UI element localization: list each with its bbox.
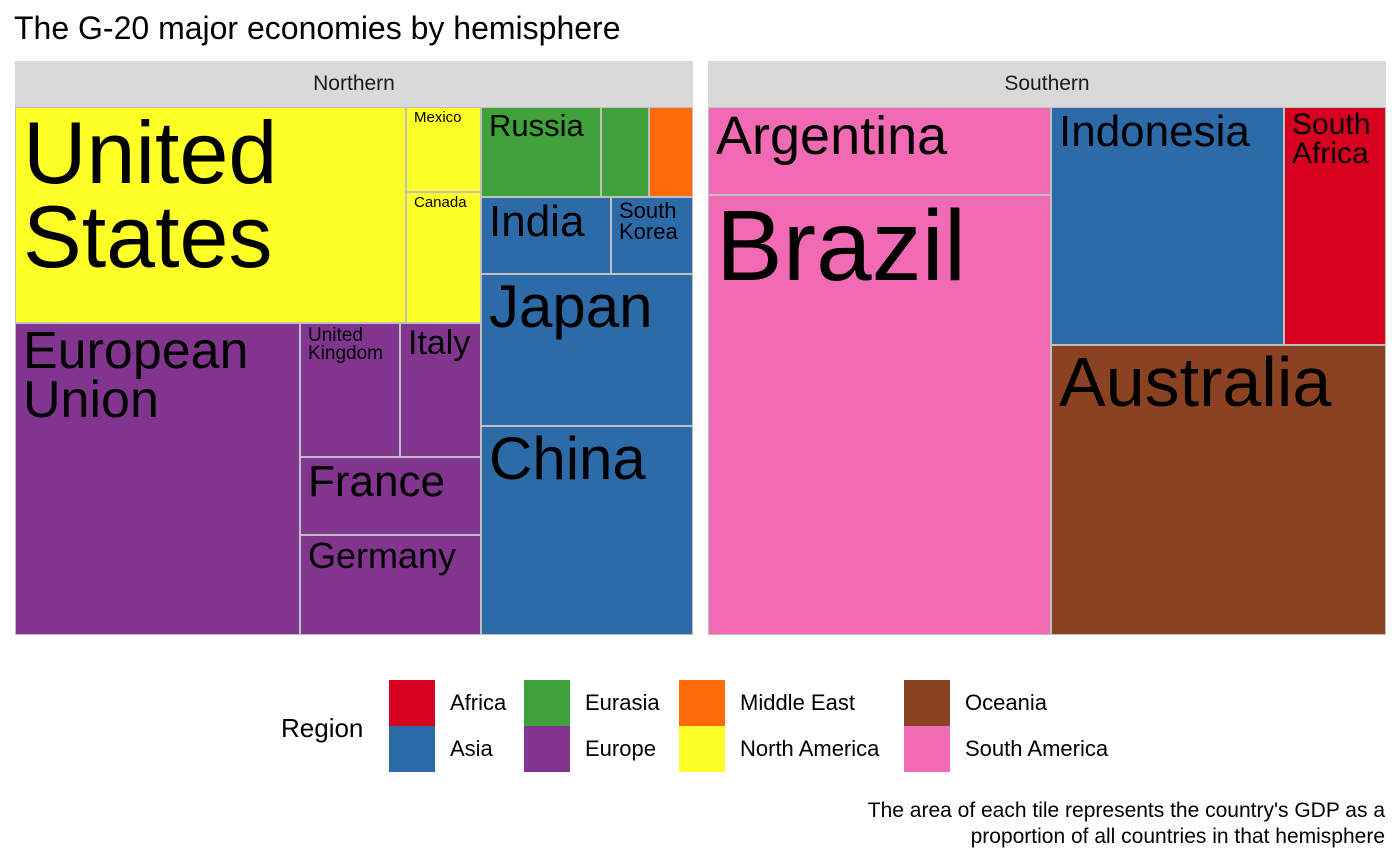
tile-label: Canada [414,194,467,211]
tile-brazil: Brazil [708,195,1051,635]
caption-line-1: The area of each tile represents the cou… [867,799,1385,822]
treemap-panel-northern: United States Mexico Canada European Union U… [15,107,693,635]
tile-argentina: Argentina [708,107,1051,195]
tile-label: Italy [408,324,471,362]
tile-south-africa: South Africa [1284,107,1386,345]
legend-label: South America [965,736,1109,761]
legend-label: Asia [450,736,493,761]
legend-key-africa [389,680,435,726]
legend-key-middle-east [679,680,725,726]
legend-title: Region [281,713,364,743]
chart-title: The G-20 major economies by hemisphere [14,10,621,46]
tile-label: Mexico [414,109,462,126]
tile-label: China [489,426,646,492]
tile-south-korea: South Korea [611,197,693,274]
legend-label: Africa [450,690,507,715]
tile-unlabeled-middle-east [649,107,693,197]
tile-label: India [489,197,585,246]
legend-key-eurasia [524,680,570,726]
tile-label: South Africa [1292,108,1371,170]
tile-european-union: European Union [15,323,300,635]
tile-label: South Korea [619,198,678,244]
caption-line-2: proportion of all countries in that hemi… [970,825,1385,848]
tile-mexico: Mexico [406,107,481,192]
tile-label: Brazil [716,195,967,302]
tile-label: United Kingdom [308,325,383,365]
tile-united-kingdom: United Kingdom [300,323,400,457]
tile-unlabeled-eurasia [601,107,649,197]
tile-label: Japan [489,274,653,340]
legend-key-asia [389,726,435,772]
tile-india: India [481,197,611,274]
legend-key-europe [524,726,570,772]
tile-indonesia: Indonesia [1051,107,1284,345]
facet-strip-northern: Northern [15,61,693,107]
tile-france: France [300,457,481,535]
tile-china: China [481,426,693,635]
tile-japan: Japan [481,274,693,426]
legend-key-oceania [904,680,950,726]
legend-label: North America [740,736,880,761]
tile-label: Germany [308,535,457,576]
tile-germany: Germany [300,535,481,635]
treemap-panel-southern: Argentina Brazil Indonesia South Africa Aust… [708,107,1386,635]
tile-russia: Russia [481,107,601,197]
tile-label: Argentina [716,107,948,166]
tile-label: Australia [1059,345,1332,421]
tile-label: European Union [23,323,249,430]
tile-label: France [308,457,445,506]
facet-strip-southern: Southern [708,61,1386,107]
tile-label: United States [23,107,278,286]
legend-label: Oceania [965,690,1047,715]
legend-label: Eurasia [585,690,660,715]
tile-label: Russia [489,108,584,143]
tile-label: Indonesia [1059,107,1250,156]
tile-united-states: United States [15,107,406,323]
tile-canada: Canada [406,192,481,323]
legend-label: Europe [585,736,656,761]
legend-label: Middle East [740,690,855,715]
legend-key-north-america [679,726,725,772]
legend-key-south-america [904,726,950,772]
tile-australia: Australia [1051,345,1386,635]
caption: The area of each tile represents the cou… [685,798,1385,850]
tile-italy: Italy [400,323,481,457]
